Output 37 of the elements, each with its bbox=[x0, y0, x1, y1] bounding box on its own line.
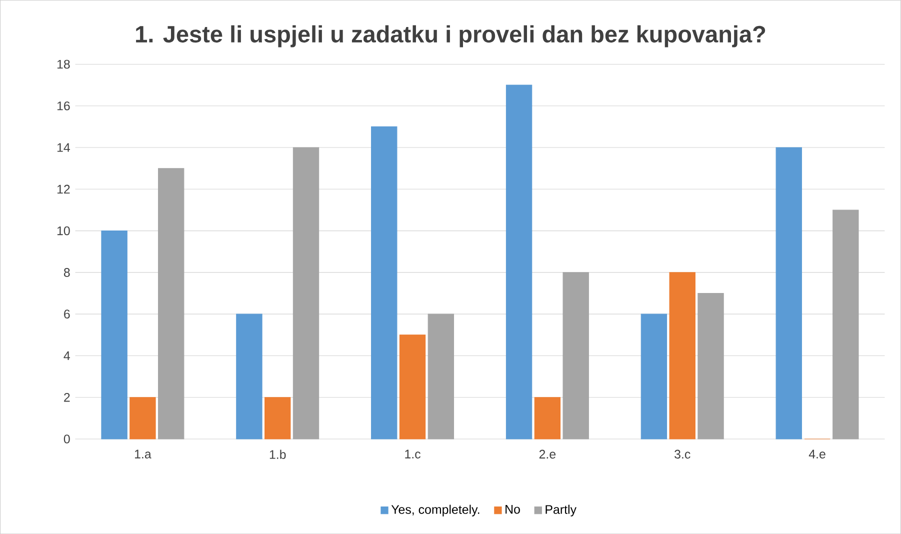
bar bbox=[158, 168, 184, 440]
bar bbox=[506, 84, 532, 440]
bar bbox=[236, 314, 262, 440]
x-tick-label: 1.b bbox=[270, 450, 286, 459]
bar bbox=[640, 314, 668, 440]
bar bbox=[399, 334, 426, 440]
y-tick-label: 6 bbox=[64, 310, 70, 318]
bar bbox=[371, 126, 398, 440]
bar bbox=[292, 147, 320, 440]
y-tick-label: 16 bbox=[57, 101, 70, 110]
x-tick-label: 1.c bbox=[405, 450, 420, 458]
bar bbox=[832, 210, 859, 440]
y-tick-label: 10 bbox=[57, 226, 70, 236]
bar bbox=[562, 272, 589, 440]
x-tick-label: 2.e bbox=[539, 450, 556, 458]
y-tick-label: 18 bbox=[57, 60, 70, 69]
x-tick-label: 3.c bbox=[674, 450, 690, 458]
bar bbox=[428, 314, 454, 440]
bar bbox=[534, 396, 561, 440]
legend-label: No bbox=[506, 504, 520, 514]
y-tick-label: 4 bbox=[64, 351, 70, 360]
bar bbox=[101, 230, 128, 440]
x-tick-label: 4.e bbox=[808, 450, 826, 458]
y-tick-label: 2 bbox=[64, 392, 70, 402]
y-tick-label: 8 bbox=[64, 268, 70, 277]
bar bbox=[698, 292, 724, 440]
y-tick-label: 0 bbox=[64, 434, 70, 444]
bar bbox=[264, 396, 291, 440]
y-tick-label: 14 bbox=[57, 143, 70, 152]
legend-label: Yes, completely. bbox=[391, 504, 480, 516]
y-tick-label: 12 bbox=[57, 184, 70, 194]
bar bbox=[776, 147, 802, 440]
x-tick-label: 1.a bbox=[135, 450, 152, 458]
chart-title: 1. Jeste li uspjeli u zadatku i proveli dan bez kupovanja? bbox=[136, 25, 766, 48]
legend-label: Partly bbox=[546, 504, 576, 516]
bar bbox=[130, 396, 156, 440]
bar bbox=[669, 272, 696, 440]
